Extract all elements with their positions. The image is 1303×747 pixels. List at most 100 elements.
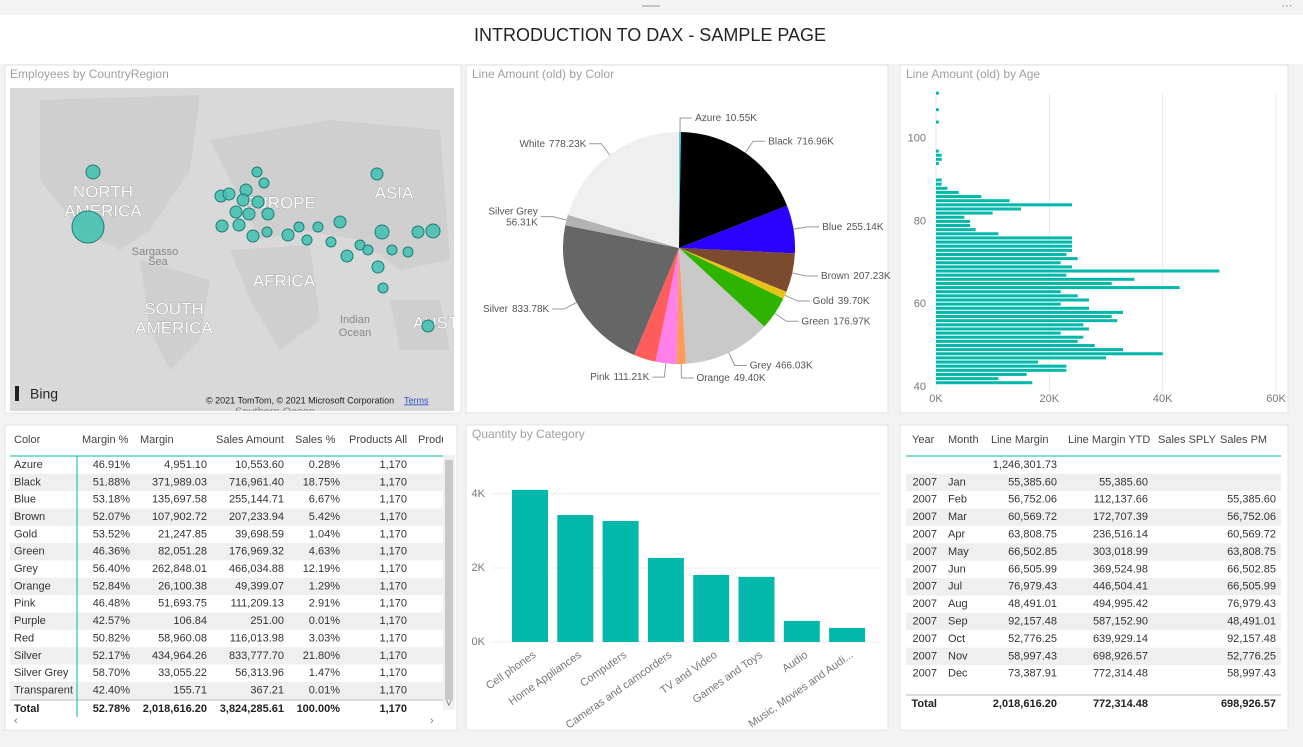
table-cell: 466,034.88 [229, 563, 284, 575]
bar [936, 261, 1061, 265]
pie-slice [676, 248, 686, 364]
scroll-left[interactable]: ‹ [14, 715, 18, 727]
color-table: Color Margin % Margin Sales Amount Sales % Pr… [10, 434, 443, 717]
leader-line [793, 226, 820, 230]
row-stripe [906, 612, 1281, 631]
map-label: ASIA [375, 183, 414, 202]
terms-link[interactable]: Terms [404, 395, 429, 405]
bubble [362, 244, 374, 256]
bubble [354, 239, 366, 251]
leader-line [728, 352, 747, 366]
bubble [312, 221, 324, 233]
year-table-panel [899, 424, 1289, 731]
bar [936, 331, 1061, 335]
pie-label: Grey 466.03K [750, 360, 813, 371]
table-cell: 21,247.85 [158, 528, 207, 540]
table-cell: Jun [948, 563, 966, 575]
bar [738, 576, 775, 642]
bar [936, 257, 1078, 261]
map-label: NORTH [73, 182, 133, 201]
bubble [232, 218, 246, 232]
pie-slice [679, 248, 787, 299]
pie-category: Black [768, 136, 793, 147]
column-header: Color [14, 434, 41, 446]
y-tick-label: 100 [908, 133, 926, 145]
table-cell: 58,997.43 [1227, 668, 1276, 680]
pie-label: Blue 255.14K [822, 221, 884, 232]
total-cell: 2,018,616.20 [993, 698, 1057, 710]
y-tick-label: 40 [914, 381, 926, 393]
total-cell: 1,170 [379, 703, 407, 715]
table-cell: 66,502.85 [1008, 546, 1057, 558]
table-cell: 1.29% [309, 580, 340, 592]
total-cell: 772,314.48 [1093, 698, 1148, 710]
column-header: Margin [140, 434, 174, 446]
table-cell: Brown [14, 511, 45, 523]
table-cell: 1,170 [379, 684, 407, 696]
bing-icon [15, 386, 19, 401]
bar [936, 190, 959, 194]
table-cell: 55,385.60 [1227, 494, 1276, 506]
pie-slice [679, 248, 795, 292]
bar [936, 149, 939, 153]
y-tick-label: 4K [472, 488, 486, 500]
table-cell: 66,502.85 [1227, 563, 1276, 575]
column-header: Sales % [295, 434, 336, 446]
row-stripe [10, 647, 443, 665]
bar [936, 186, 948, 190]
x-tick-label: 0K [929, 393, 943, 405]
table-cell: 303,018.99 [1093, 546, 1148, 558]
table-cell: 60,569.72 [1008, 511, 1057, 523]
bar [693, 574, 730, 642]
column-header: Sales PM [1220, 434, 1267, 446]
table-cell: 0.01% [309, 615, 340, 627]
table-cell: Silver Grey [14, 667, 69, 679]
row-stripe [10, 543, 443, 561]
scroll-right[interactable]: › [430, 715, 434, 727]
pie-value-label: 716.96K [797, 136, 835, 147]
table-cell: 1,170 [379, 511, 407, 523]
bubble [281, 228, 295, 242]
table-cell: 1,170 [379, 667, 407, 679]
scroll-down[interactable]: ˅ [446, 698, 452, 710]
map-label: SOUTH [144, 299, 204, 318]
bar [936, 339, 1078, 343]
table-cell: 3.03% [309, 632, 340, 644]
table-cell: 716,961.40 [229, 476, 284, 488]
bubble [325, 236, 337, 248]
sea-label: Southern Ocean [235, 406, 315, 418]
bubble [377, 282, 389, 294]
bubble [246, 229, 260, 243]
bubble [293, 221, 305, 233]
pie-slice [679, 248, 765, 364]
more-menu[interactable]: ··· [1282, 0, 1293, 12]
bubble [251, 166, 263, 178]
table-cell: Oct [948, 633, 965, 645]
table-cell: 52.17% [93, 650, 131, 662]
table-cell: Pink [14, 598, 36, 610]
scrollbar-thumb[interactable] [445, 460, 453, 700]
table-cell: 207,233.94 [229, 511, 284, 523]
table-cell: Silver [14, 650, 42, 662]
table-cell: 2007 [913, 616, 937, 628]
table-cell: 106.84 [173, 615, 207, 627]
table-cell: 53.18% [93, 494, 131, 506]
y-tick-label: 60 [914, 298, 926, 310]
bar [557, 515, 594, 642]
table-cell: Apr [948, 529, 965, 541]
table-cell: 0.01% [309, 684, 340, 696]
table-cell: 73,387.91 [1008, 668, 1057, 680]
table-cell: 56,313.96 [235, 667, 284, 679]
table-cell: 33,055.22 [158, 667, 207, 679]
bubble [251, 195, 265, 209]
table-cell: 52,776.25 [1227, 650, 1276, 662]
table-cell: 369,524.98 [1093, 563, 1148, 575]
table-cell: 60,569.72 [1227, 529, 1276, 541]
table-cell: 10,553.60 [235, 459, 284, 471]
sea-label: Indian [340, 314, 370, 326]
bubble [215, 219, 229, 233]
table-cell: 1,170 [379, 615, 407, 627]
bubble [386, 244, 398, 256]
table-cell: 1,170 [379, 650, 407, 662]
table-cell: 2007 [913, 546, 937, 558]
